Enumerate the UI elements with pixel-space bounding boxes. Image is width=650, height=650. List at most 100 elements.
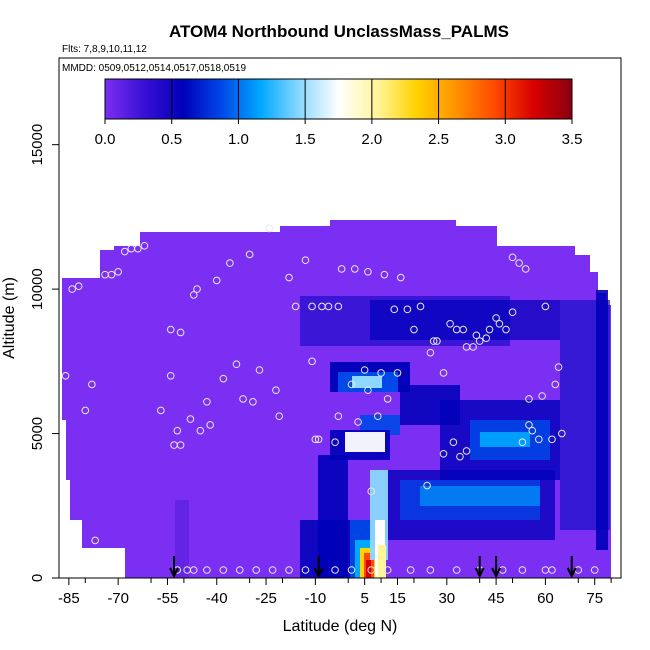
profile-point (403, 305, 412, 314)
profile-point (311, 435, 320, 444)
arrow-head (474, 567, 485, 579)
surface-point (301, 566, 310, 574)
profile-point (548, 435, 556, 444)
profile-point (301, 256, 310, 265)
profile-point (508, 253, 517, 262)
profile-point (334, 302, 343, 311)
arrow-head (566, 567, 577, 579)
y-tick-label: 10000 (29, 268, 46, 310)
colorbar-tick-label: 1.0 (228, 131, 249, 148)
surface-point (203, 566, 211, 574)
profile-point (485, 325, 494, 334)
colorbar-tick-label: 2.5 (428, 131, 449, 148)
profile-point (350, 265, 359, 273)
concentration-cell (596, 290, 608, 550)
profile-point (331, 438, 339, 447)
arrow-head (169, 567, 179, 579)
profile-point (380, 270, 389, 279)
profile-point (272, 386, 280, 395)
concentration-cell (480, 432, 530, 447)
profile-point (114, 267, 122, 276)
profile-point (446, 319, 454, 328)
profile-point (364, 386, 372, 395)
profile-point (308, 357, 316, 366)
flights-subtitle: Flts: 7,8,9,10,11,12 (62, 44, 147, 55)
profile-point (81, 406, 90, 415)
concentration-cell (378, 545, 386, 578)
profile-point (68, 285, 76, 293)
surface-point (268, 566, 277, 574)
profile-point (212, 276, 221, 285)
profile-point (291, 302, 300, 311)
x-axis-label: Latitude (deg N) (283, 618, 398, 635)
x-tick-label: 5 (360, 590, 368, 607)
colorbar-fill (105, 79, 572, 119)
profile-point (249, 397, 257, 406)
concentration-features (175, 290, 610, 578)
profile-point (120, 247, 129, 256)
profile-point (495, 319, 504, 328)
x-tick-label: -70 (107, 590, 129, 607)
profile-point (367, 487, 376, 496)
profile-point (157, 406, 165, 415)
profile-point (265, 224, 274, 233)
profile-point (245, 250, 254, 259)
surface-point (347, 566, 356, 574)
arrow-head (491, 567, 502, 579)
profile-point (429, 337, 438, 345)
profile-point (255, 366, 264, 374)
concentration-cell (175, 500, 189, 578)
x-tick-label: 45 (488, 590, 505, 607)
surface-point (235, 566, 244, 574)
profile-point (558, 429, 566, 438)
concentration-cell (420, 486, 540, 506)
colorbar-tick-label: 1.5 (295, 131, 316, 148)
x-tick-label: 30 (438, 590, 455, 607)
colorbar-tick-label: 0.0 (95, 131, 116, 148)
profile-point (324, 302, 333, 311)
profile-point (472, 331, 481, 340)
x-tick-label: -10 (305, 590, 327, 607)
arrow-markers (169, 556, 577, 579)
profile-point (176, 328, 185, 337)
profile-point (140, 241, 149, 250)
surface-point (252, 566, 260, 574)
profile-point (219, 374, 228, 383)
surface-point (367, 566, 376, 574)
colorbar-ticks: 0.0 0.5 1.0 1.5 2.0 2.5 3.0 3.5 (95, 79, 582, 148)
y-axis: 0 5000 10000 15000 (29, 124, 59, 582)
chart-title: ATOM4 Northbound UnclassMass_PALMS (169, 22, 509, 41)
surface-point (189, 566, 198, 574)
surface-point (331, 566, 339, 574)
x-tick-label: 60 (537, 590, 554, 607)
x-tick-label: -55 (157, 590, 179, 607)
profile-point (482, 334, 491, 343)
profile-point (308, 302, 316, 311)
profile-point (134, 244, 142, 253)
x-tick-label: -25 (255, 590, 277, 607)
profile-point (528, 426, 537, 435)
profile-point (91, 536, 99, 545)
arrow-head (313, 567, 324, 579)
profile-point (88, 380, 96, 389)
profile-point (515, 259, 523, 267)
profile-point (433, 337, 441, 345)
profile-point (525, 395, 533, 403)
profile-point (166, 371, 175, 380)
profile-point (360, 366, 369, 374)
profile-point (439, 369, 448, 377)
x-axis: -85 -70 -55 -40 -25 -10 5 15 30 45 60 75 (58, 578, 612, 607)
profile-point (226, 259, 234, 267)
y-tick-label: 5000 (29, 417, 46, 450)
profile-point (541, 302, 550, 311)
profile-point (334, 412, 343, 421)
profile-point (176, 441, 185, 449)
plot-area (61, 220, 611, 578)
profile-point (285, 273, 293, 282)
x-tick-label: -40 (206, 590, 228, 607)
profile-point (502, 325, 510, 334)
profile-point (347, 380, 356, 389)
surface-point (452, 566, 461, 574)
profile-point (354, 418, 362, 426)
profile-point (535, 435, 543, 444)
